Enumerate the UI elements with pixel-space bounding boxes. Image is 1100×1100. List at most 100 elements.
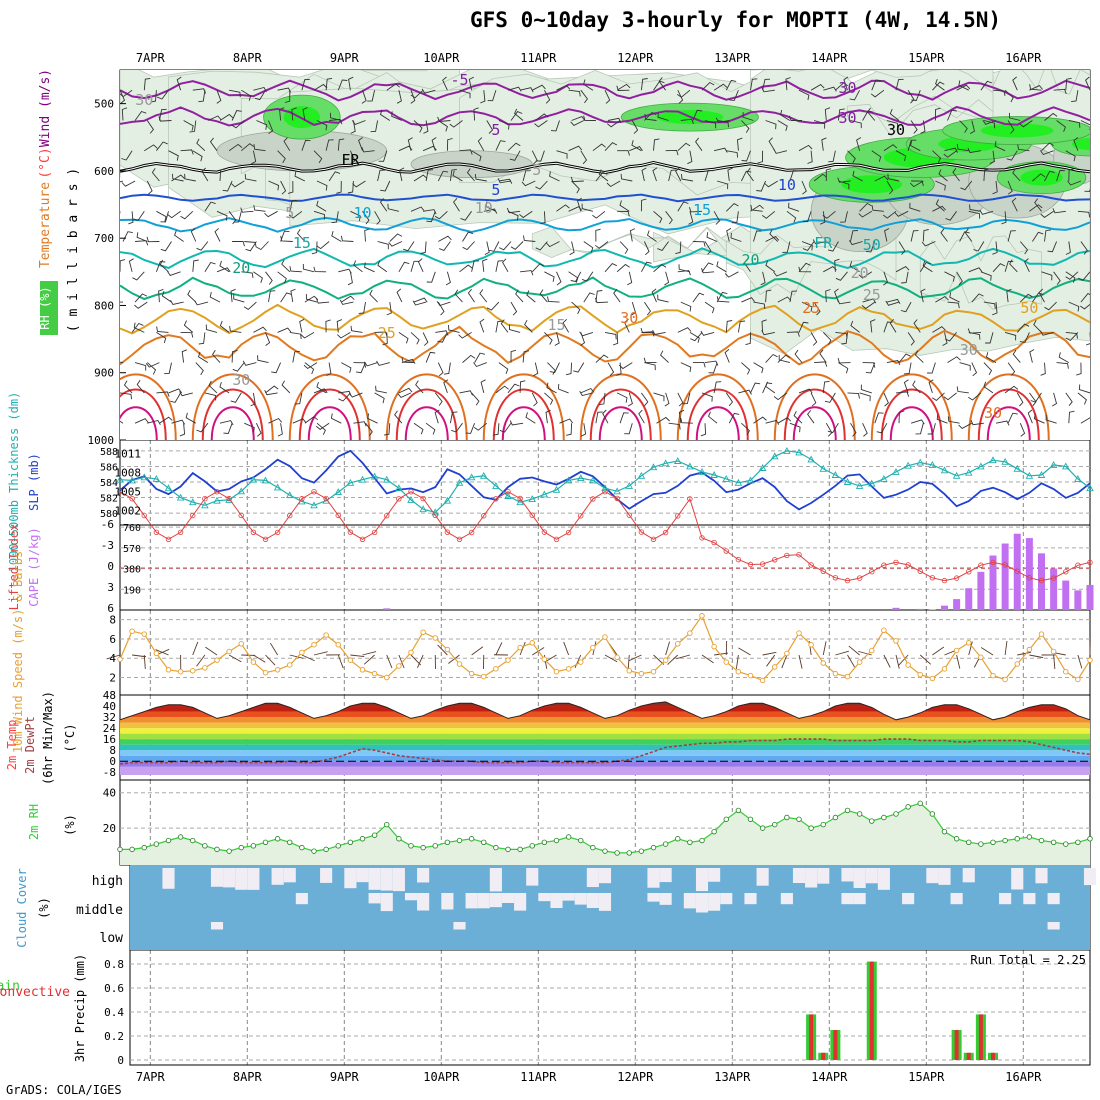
date-label-top: 7APR [136,51,166,65]
wind-barb [903,379,909,394]
li-point [274,529,281,536]
wind-barb [336,332,351,339]
rh-point [493,844,499,851]
precip-bar-convective [833,1030,838,1060]
wind-barb [254,89,266,101]
wind-barb [895,150,907,162]
wind-barb [713,83,728,91]
wind-barb [244,241,257,248]
wind-barb [361,147,375,153]
li-point [699,535,705,541]
wind-barb [158,288,164,303]
boundary-layer-contour [120,388,167,440]
wind-barb [726,228,732,242]
wind-barb [640,78,648,91]
wind-barb [850,320,860,333]
wind-barb [474,174,487,182]
wind-barb [283,137,291,151]
rh-point [153,841,160,847]
cloud-gap [489,868,502,892]
boundary-layer-contour [307,406,352,440]
wind-barb [884,228,890,242]
wind-speed-point [335,641,342,648]
wind-barb [1027,409,1033,424]
thickness-point [467,473,476,481]
wind-barb [910,230,919,242]
wind-barb [147,362,157,375]
wind-speed-point [226,648,232,655]
wind-barb [820,211,826,225]
date-label-bottom: 16APR [1005,1070,1042,1084]
upper-ylabel-wind: Wind (m/s) [38,69,53,147]
wind-barb [847,392,860,399]
wind-barb [1080,293,1090,303]
wind-speed-point [905,662,911,668]
temp-ytick: 0 [109,755,116,768]
wind-barb [858,210,873,218]
wind-speed-point [359,667,366,673]
wind-barb [900,301,912,313]
wind-barb [121,150,133,161]
precip-bar-convective [809,1014,814,1060]
boundary-layer-contour [783,388,846,440]
wind-speed-point [238,641,244,647]
wind-barb [840,211,848,223]
wind-barb [459,264,473,273]
rh-point [699,837,705,844]
rh-point [1075,839,1081,845]
wind-speed-point [153,650,160,657]
wind-barb [159,416,173,424]
wind-barb [458,332,472,339]
wind-barb [219,168,226,182]
temp-band [120,711,1090,718]
wind-barb [898,410,905,424]
wind-barb-10m [1004,641,1008,656]
boundary-layer-contour [120,373,177,440]
temp-band [120,733,1090,740]
li-point [311,489,317,495]
wind-barb [348,76,354,91]
wind-barb [886,298,901,305]
wind-barb [535,180,548,190]
wind-barb [619,241,629,255]
thickness-point [176,493,185,501]
wind-barb [745,332,751,346]
wind-barb [762,78,771,91]
temp-band [120,695,1090,701]
contour-label: 30 [887,121,905,139]
rh-bright-blob [980,123,1054,138]
wind-barb-10m [417,654,424,668]
wind-barb [382,332,388,346]
wind-barb [160,211,169,223]
wind-speed-point [311,641,317,648]
wind-barb [1009,259,1018,273]
cloud-gap [1011,868,1024,890]
wind-barb [1080,303,1090,310]
cloud-gap [720,893,733,905]
wind-barb [971,362,978,377]
wind-barb [500,319,509,333]
wind-barb-10m [337,654,344,669]
upper-ytick-label: 600 [94,165,114,178]
wind-barb [535,113,549,121]
li-point [262,536,269,542]
wind-barb [271,362,282,374]
wind-barb [156,141,168,151]
cape-ylabel: CAPE (J/kg) [27,527,41,606]
thickness-point [880,474,888,482]
wind-barb [837,357,851,364]
wind-barb [979,209,994,215]
wind-barb [415,380,424,394]
wind-barb [583,292,595,303]
wind-barb [764,180,779,188]
wind-barb [1019,241,1029,255]
wind-speed-point [384,674,390,681]
wind-barb [155,261,166,272]
wind-barb [540,211,546,225]
wind-barb [157,89,169,100]
wind-barb [1007,180,1013,195]
wind-barb-10m [313,651,328,656]
temp-ylabel-3: (6hr Min/Max) [41,691,55,785]
boundary-layer-contour [686,388,749,440]
wind-barb [377,169,386,182]
